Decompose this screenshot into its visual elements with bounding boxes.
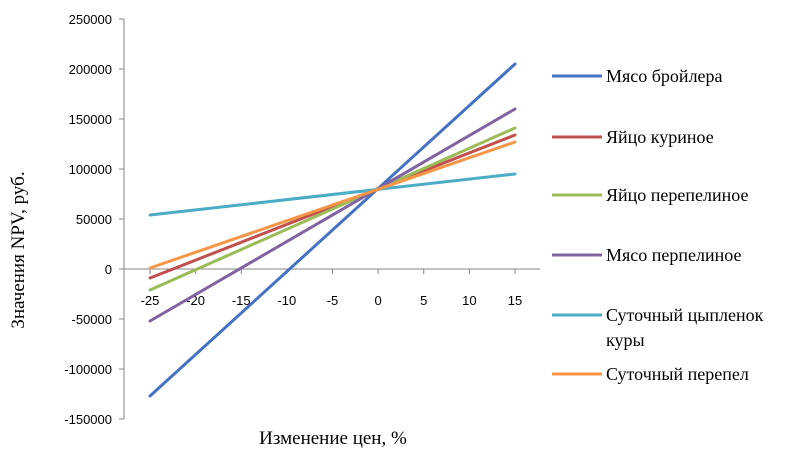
x-tick-label: 10 [462, 293, 476, 308]
x-tick-label: -5 [327, 293, 339, 308]
series-line [148, 172, 517, 217]
y-tick-label: 100000 [69, 162, 112, 177]
y-tick-label: 50000 [76, 212, 112, 227]
x-tick-label: 15 [508, 293, 522, 308]
x-tick-label: -25 [141, 293, 160, 308]
y-tick-label: 200000 [69, 62, 112, 77]
x-axis-ticks: -25 -20 -15 -10 -5 0 5 10 15 [141, 269, 522, 308]
legend-label: Яйцо перепелиное [606, 185, 748, 205]
legend-label: Мясо перпелиное [606, 245, 741, 265]
x-tick-label: 0 [375, 293, 382, 308]
y-tick-label: 150000 [69, 112, 112, 127]
y-axis-ticks: 250000 200000 150000 100000 50000 0 -50000 -100… [64, 12, 124, 427]
x-tick-label: -10 [277, 293, 296, 308]
x-axis-title: Изменение цен, % [259, 428, 407, 449]
y-tick-label: -50000 [72, 312, 112, 327]
legend-label: Суточный перепел [606, 364, 749, 384]
plot-area: 250000200000150000100000500000-50000-100… [64, 12, 540, 427]
legend-label: куры [606, 330, 645, 350]
legend-label: Мясо бройлера [606, 66, 723, 86]
series-line [148, 62, 517, 398]
legend: Мясо бройлера Яйцо куриное Яйцо перепелино… [552, 66, 764, 384]
y-tick-label: 250000 [69, 12, 112, 27]
series-line [148, 140, 517, 270]
y-tick-label: 0 [105, 262, 112, 277]
series-lines [148, 62, 517, 398]
series-line [148, 126, 517, 292]
y-tick-label: -150000 [64, 412, 112, 427]
legend-label: Яйцо куриное [606, 127, 714, 147]
x-tick-label: -15 [232, 293, 251, 308]
x-tick-label: 5 [420, 293, 427, 308]
y-axis-title: Значения NPV, руб. [8, 171, 29, 328]
legend-label: Суточный цыпленок [606, 305, 764, 325]
y-tick-label: -100000 [64, 362, 112, 377]
series-line [148, 107, 517, 323]
